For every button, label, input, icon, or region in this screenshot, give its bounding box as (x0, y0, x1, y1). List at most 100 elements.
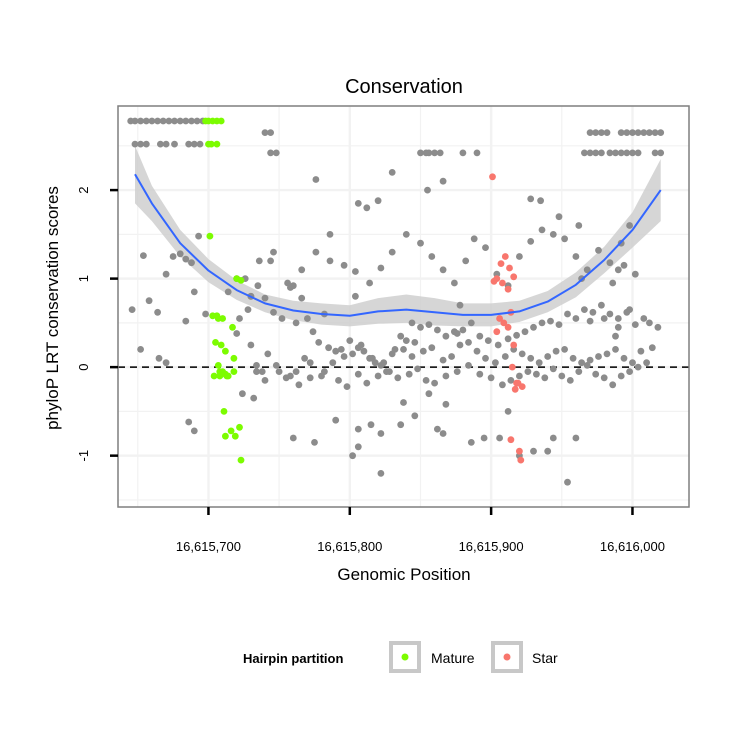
point-other (408, 353, 416, 360)
point-other (549, 365, 557, 373)
point-other (272, 362, 280, 369)
point-other (137, 140, 145, 148)
point-star (490, 277, 498, 285)
point-other (456, 301, 464, 309)
point-other (589, 308, 597, 316)
legend-title: Hairpin partition (243, 651, 343, 666)
point-other (467, 439, 475, 446)
point-other (473, 347, 481, 355)
legend-label-mature: Mature (431, 650, 475, 666)
point-other (623, 149, 631, 157)
point-other (419, 347, 427, 355)
legend-key-mature (389, 641, 421, 673)
point-other (657, 149, 665, 157)
point-other (329, 359, 337, 367)
point-other (524, 368, 532, 375)
point-other (162, 270, 170, 278)
point-other (606, 149, 614, 157)
point-other (236, 315, 243, 322)
point-other (558, 372, 566, 380)
point-other (190, 288, 198, 296)
y-tick-label: -1 (76, 450, 91, 462)
point-other (278, 315, 286, 322)
point-mature (210, 372, 218, 380)
point-other (239, 390, 246, 398)
point-other (494, 341, 502, 349)
point-other (434, 326, 441, 334)
point-other (552, 347, 560, 355)
point-other (612, 346, 619, 353)
point-other (507, 377, 515, 384)
point-other (564, 478, 571, 486)
point-other (250, 394, 258, 402)
point-other (298, 266, 306, 274)
point-other (176, 117, 184, 125)
point-other (465, 339, 472, 346)
point-other (244, 306, 252, 313)
point-other (367, 421, 375, 429)
point-other (606, 310, 614, 318)
point-other (561, 235, 568, 243)
point-star (504, 285, 512, 293)
point-other (417, 323, 424, 331)
point-other (640, 315, 648, 322)
point-other (442, 332, 450, 340)
point-other (145, 297, 153, 305)
point-other (233, 330, 241, 337)
point-other (530, 323, 537, 331)
point-other (595, 353, 602, 360)
point-other (196, 140, 204, 148)
point-other (629, 149, 636, 157)
point-star (499, 279, 506, 287)
point-other (606, 259, 614, 267)
point-other (600, 374, 608, 382)
point-other (253, 362, 260, 369)
point-other (354, 370, 362, 378)
point-star (518, 383, 526, 390)
point-other (287, 284, 294, 291)
point-other (538, 319, 546, 327)
point-other (651, 149, 659, 157)
point-other (583, 362, 591, 369)
point-other (521, 328, 529, 336)
point-other (541, 374, 549, 382)
point-star (508, 363, 516, 371)
chart-title: Conservation (345, 76, 463, 98)
point-other (325, 344, 332, 352)
point-other (603, 350, 611, 358)
point-star (504, 323, 512, 331)
x-tick-label: 16,616,000 (600, 539, 665, 554)
point-other (431, 149, 438, 157)
point-other (595, 246, 602, 254)
point-other (453, 330, 461, 337)
point-other (527, 195, 535, 203)
point-other (369, 354, 376, 362)
point-other (600, 315, 608, 322)
point-other (462, 257, 470, 265)
point-star (517, 456, 525, 464)
point-other (326, 257, 334, 265)
point-mature (229, 323, 236, 331)
point-star (506, 264, 513, 272)
point-other (182, 117, 190, 125)
point-other (332, 416, 340, 424)
point-other (425, 321, 433, 328)
point-star (507, 436, 515, 444)
point-other (504, 335, 512, 343)
point-other (513, 331, 520, 339)
point-other (272, 149, 280, 157)
point-other (453, 368, 461, 375)
point-other (131, 140, 139, 148)
point-mature (213, 140, 221, 148)
point-mature (222, 347, 229, 355)
point-other (301, 354, 308, 362)
point-other (354, 425, 362, 433)
point-other (439, 430, 447, 437)
point-other (648, 344, 656, 352)
point-other (267, 149, 274, 157)
smooth-confidence-ribbon (135, 145, 661, 327)
point-other (439, 266, 447, 274)
point-other (501, 353, 509, 360)
point-other (253, 368, 260, 375)
point-other (623, 129, 631, 137)
